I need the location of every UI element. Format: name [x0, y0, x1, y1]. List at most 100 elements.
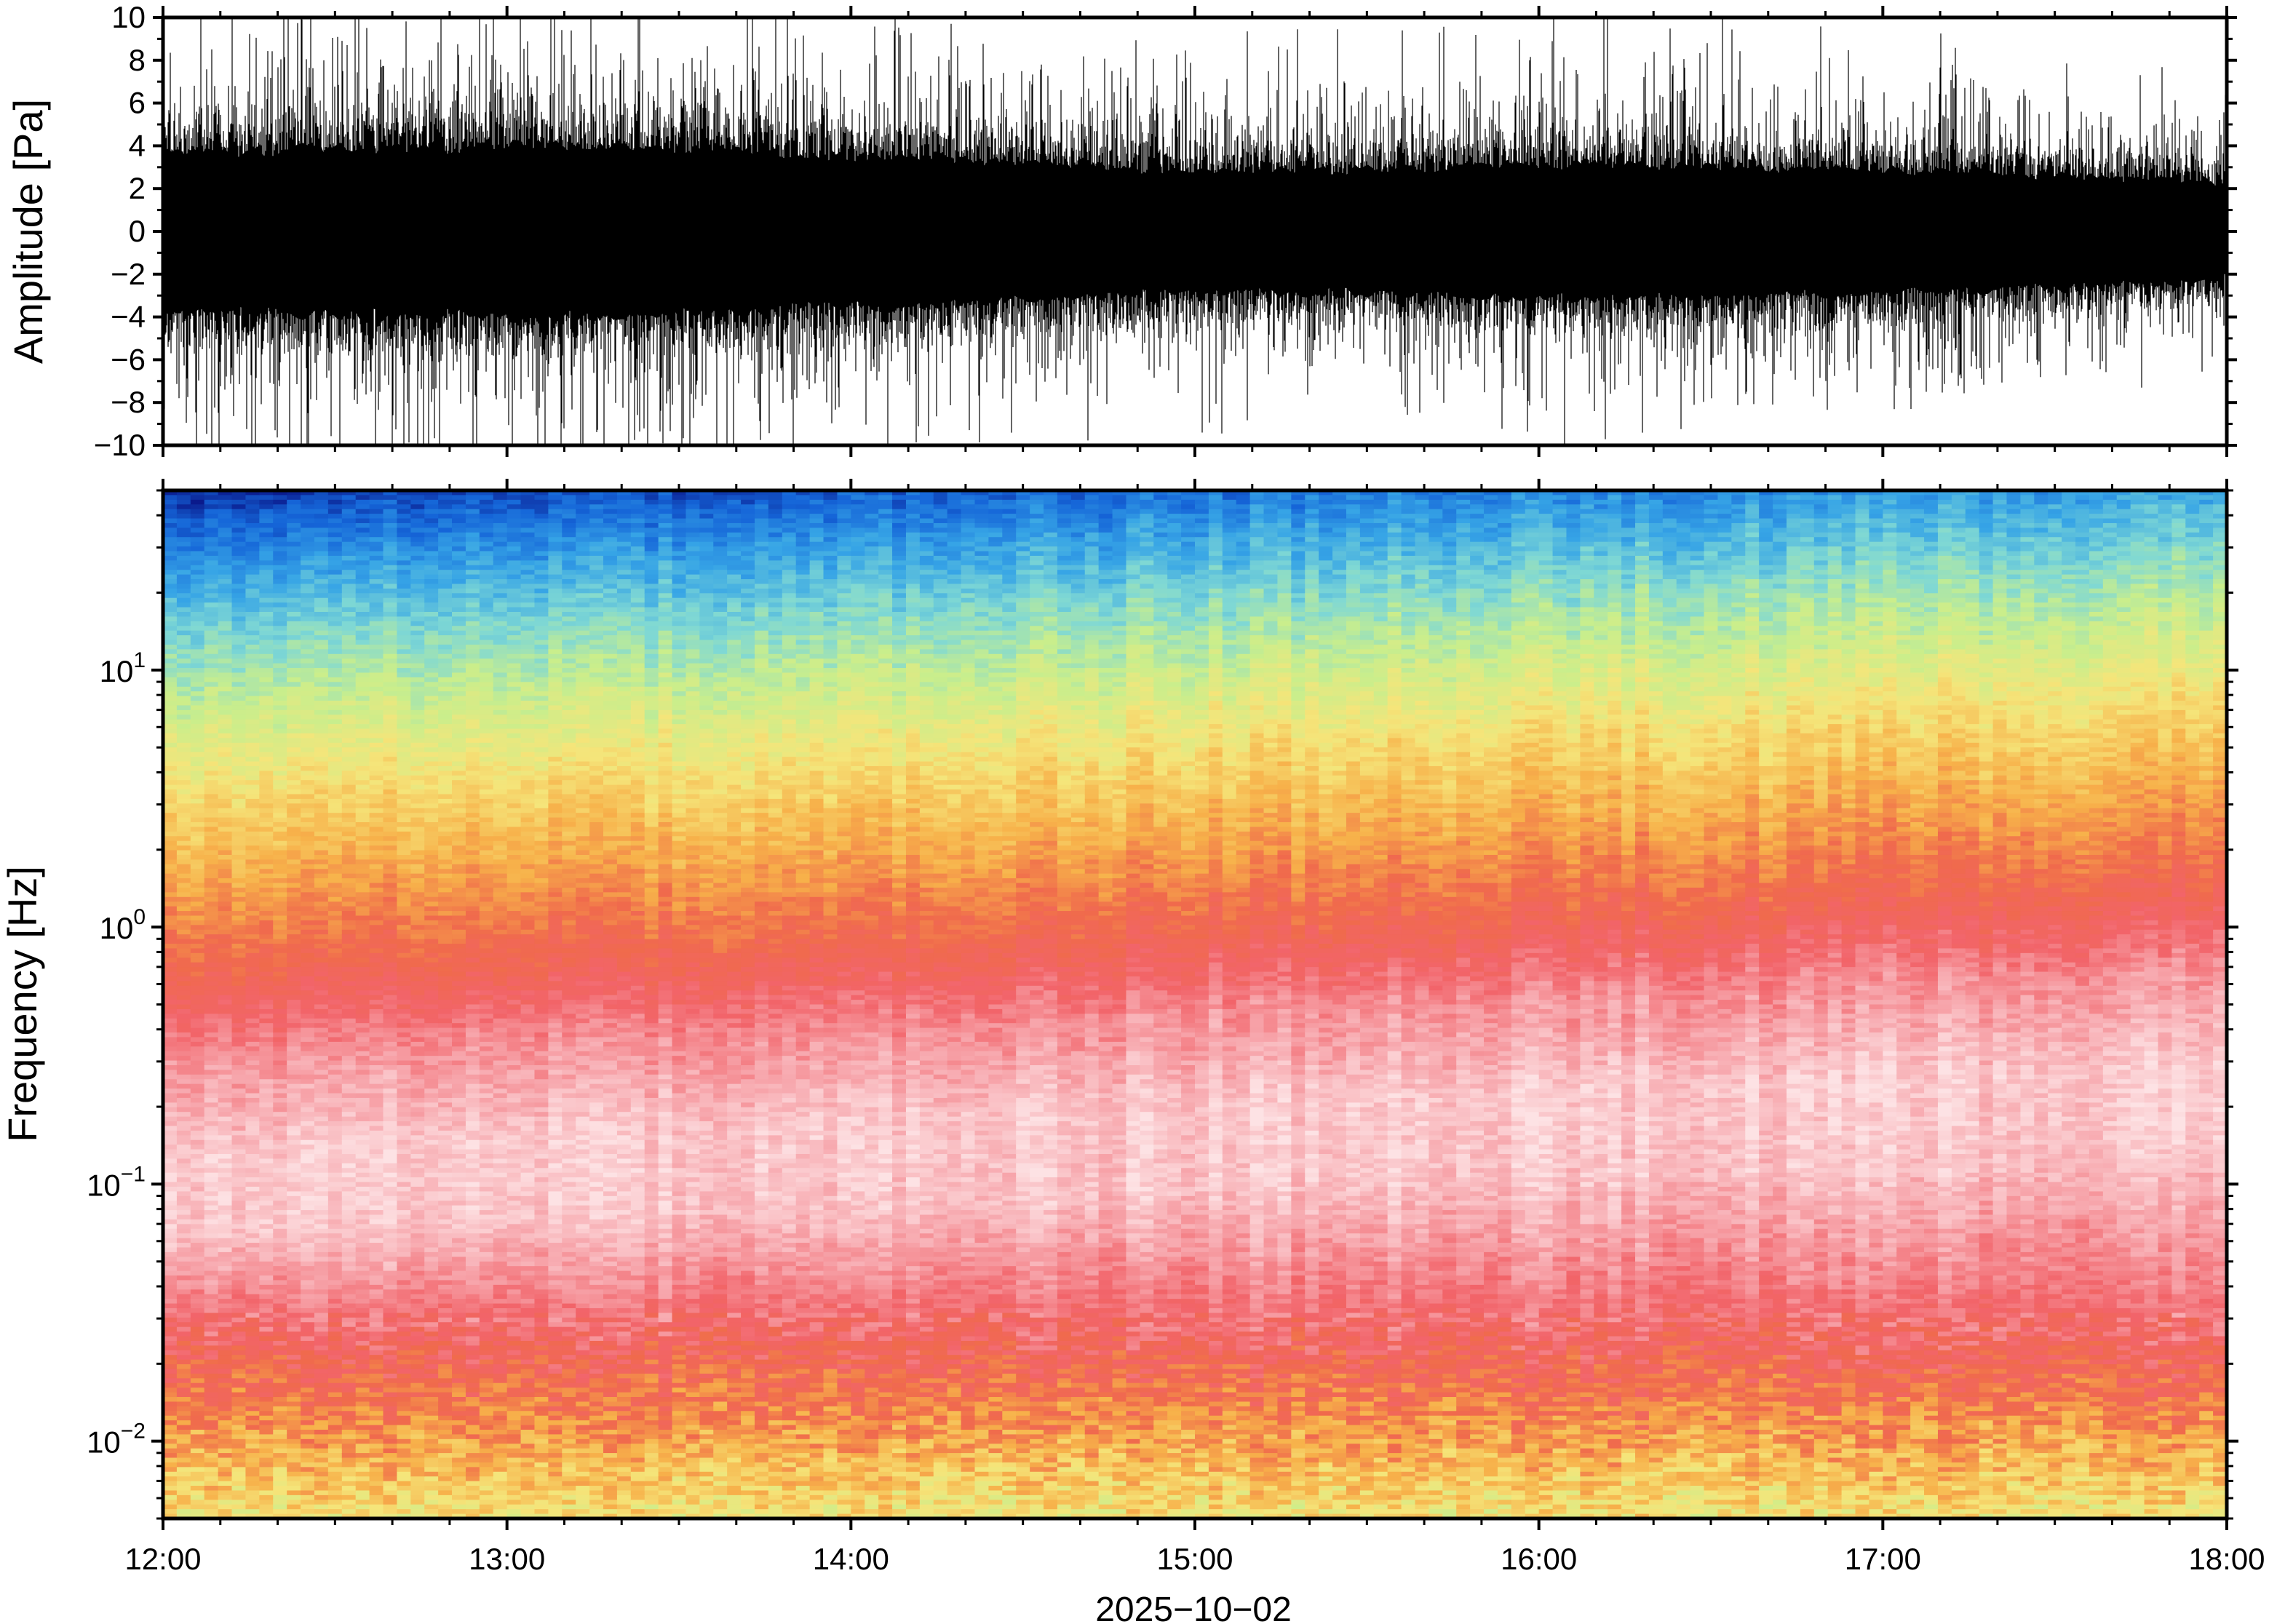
spectrogram-cell — [232, 528, 247, 533]
spectrogram-cell — [356, 1247, 370, 1252]
spectrogram-cell — [163, 1257, 178, 1262]
spectrogram-cell — [191, 1322, 205, 1327]
spectrogram-cell — [384, 785, 398, 790]
spectrogram-cell — [370, 542, 384, 547]
spectrogram-cell — [342, 1168, 357, 1173]
spectrogram-cell — [218, 1397, 233, 1402]
spectrogram-cell — [328, 888, 343, 893]
spectrogram-cell — [370, 710, 384, 715]
spectrogram-cell — [410, 1490, 425, 1495]
spectrogram-cell — [204, 514, 219, 519]
spectrogram-cell — [259, 649, 274, 654]
spectrogram-cell — [384, 1458, 398, 1463]
spectrogram-cell — [191, 752, 205, 757]
spectrogram-cell — [245, 1397, 260, 1402]
spectrogram-cell — [259, 640, 274, 645]
spectrogram-cell — [424, 1177, 439, 1182]
spectrogram-cell — [218, 1505, 233, 1510]
spectrogram-cell — [328, 836, 343, 841]
spectrogram-cell — [218, 972, 233, 977]
spectrogram-cell — [356, 1233, 370, 1238]
spectrogram-cell — [438, 1224, 453, 1229]
spectrogram-cell — [452, 1449, 466, 1454]
spectrogram-cell — [232, 1299, 247, 1304]
spectrogram-cell — [370, 565, 384, 570]
spectrogram-cell — [191, 1084, 205, 1089]
spectrogram-cell — [384, 1233, 398, 1238]
spectrogram-cell — [273, 1177, 287, 1182]
spectrogram-cell — [328, 570, 343, 575]
spectrogram-cell — [452, 757, 466, 762]
spectrogram-cell — [328, 808, 343, 813]
spectrogram-cell — [218, 1490, 233, 1495]
spectrogram-cell — [452, 1289, 466, 1294]
spectrogram-cell — [314, 1462, 329, 1468]
spectrogram-cell — [438, 883, 453, 888]
spectrogram-cell — [232, 1173, 247, 1178]
spectrogram-cell — [384, 1173, 398, 1178]
spectrogram-cell — [452, 1150, 466, 1155]
spectrogram-cell — [218, 1345, 233, 1350]
spectrogram-cell — [245, 915, 260, 920]
spectrogram-cell — [204, 976, 219, 982]
spectrogram-cell — [438, 500, 453, 505]
spectrogram-cell — [438, 1098, 453, 1103]
spectrogram-cell — [232, 1252, 247, 1257]
spectrogram-cell — [191, 785, 205, 790]
spectrogram-cell — [314, 1150, 329, 1155]
spectrogram-cell — [218, 1275, 233, 1281]
spectrogram-cell — [177, 602, 191, 608]
spectrogram-cell — [370, 696, 384, 701]
spectrogram-cell — [438, 626, 453, 631]
spectrogram-cell — [287, 1285, 301, 1290]
spectrogram-cell — [259, 696, 274, 701]
spectrogram-cell — [204, 528, 219, 533]
spectrogram-cell — [287, 897, 301, 902]
waveform-ylabel: Amplitude [Pa] — [5, 99, 51, 364]
spectrogram-cell — [370, 1032, 384, 1038]
spectrogram-cell — [204, 542, 219, 547]
spectrogram-cell — [452, 1201, 466, 1206]
spectrogram-cell — [356, 608, 370, 613]
spectrogram-cell — [273, 500, 287, 505]
spectrogram-cell — [410, 1206, 425, 1211]
spectrogram-cell — [328, 1065, 343, 1070]
spectrogram-cell — [424, 560, 439, 565]
spectrogram-cell — [287, 1472, 301, 1477]
spectrogram-cell — [204, 981, 219, 986]
spectrogram-cell — [370, 602, 384, 608]
spectrogram-cell — [245, 701, 260, 706]
spectrogram-cell — [191, 1341, 205, 1346]
spectrogram-cell — [356, 972, 370, 977]
spectrogram-cell — [287, 1299, 301, 1304]
spectrogram-cell — [342, 851, 357, 856]
spectrogram-cell — [397, 780, 411, 785]
spectrogram-cell — [328, 1163, 343, 1169]
spectrogram-cell — [273, 1112, 287, 1117]
spectrogram-cell — [438, 1505, 453, 1510]
spectrogram-cell — [452, 1191, 466, 1196]
spectrogram-cell — [452, 1355, 466, 1360]
spectrogram-cell — [397, 1420, 411, 1425]
spectrogram-cell — [232, 1401, 247, 1406]
spectrogram-cell — [438, 1065, 453, 1070]
spectrogram-cell — [314, 934, 329, 939]
spectrogram-cell — [342, 1028, 357, 1033]
spectrogram-cell — [342, 808, 357, 813]
spectrogram-cell — [452, 743, 466, 748]
spectrogram-cell — [287, 1088, 301, 1094]
spectrogram-cell — [273, 780, 287, 785]
spectrogram-cell — [397, 963, 411, 968]
spectrogram-cell — [232, 1318, 247, 1323]
spectrogram-cell — [259, 1453, 274, 1458]
spectrogram-cell — [438, 1023, 453, 1028]
spectrogram-cell — [301, 1500, 315, 1505]
spectrogram-cell — [384, 1289, 398, 1294]
spectrogram-cell — [314, 635, 329, 640]
spectrogram-cell — [259, 621, 274, 626]
spectrogram-cell — [273, 598, 287, 603]
spectrogram-cell — [301, 1121, 315, 1126]
spectrogram-cell — [273, 920, 287, 926]
spectrogram-cell — [424, 944, 439, 949]
spectrogram-cell — [342, 1037, 357, 1042]
